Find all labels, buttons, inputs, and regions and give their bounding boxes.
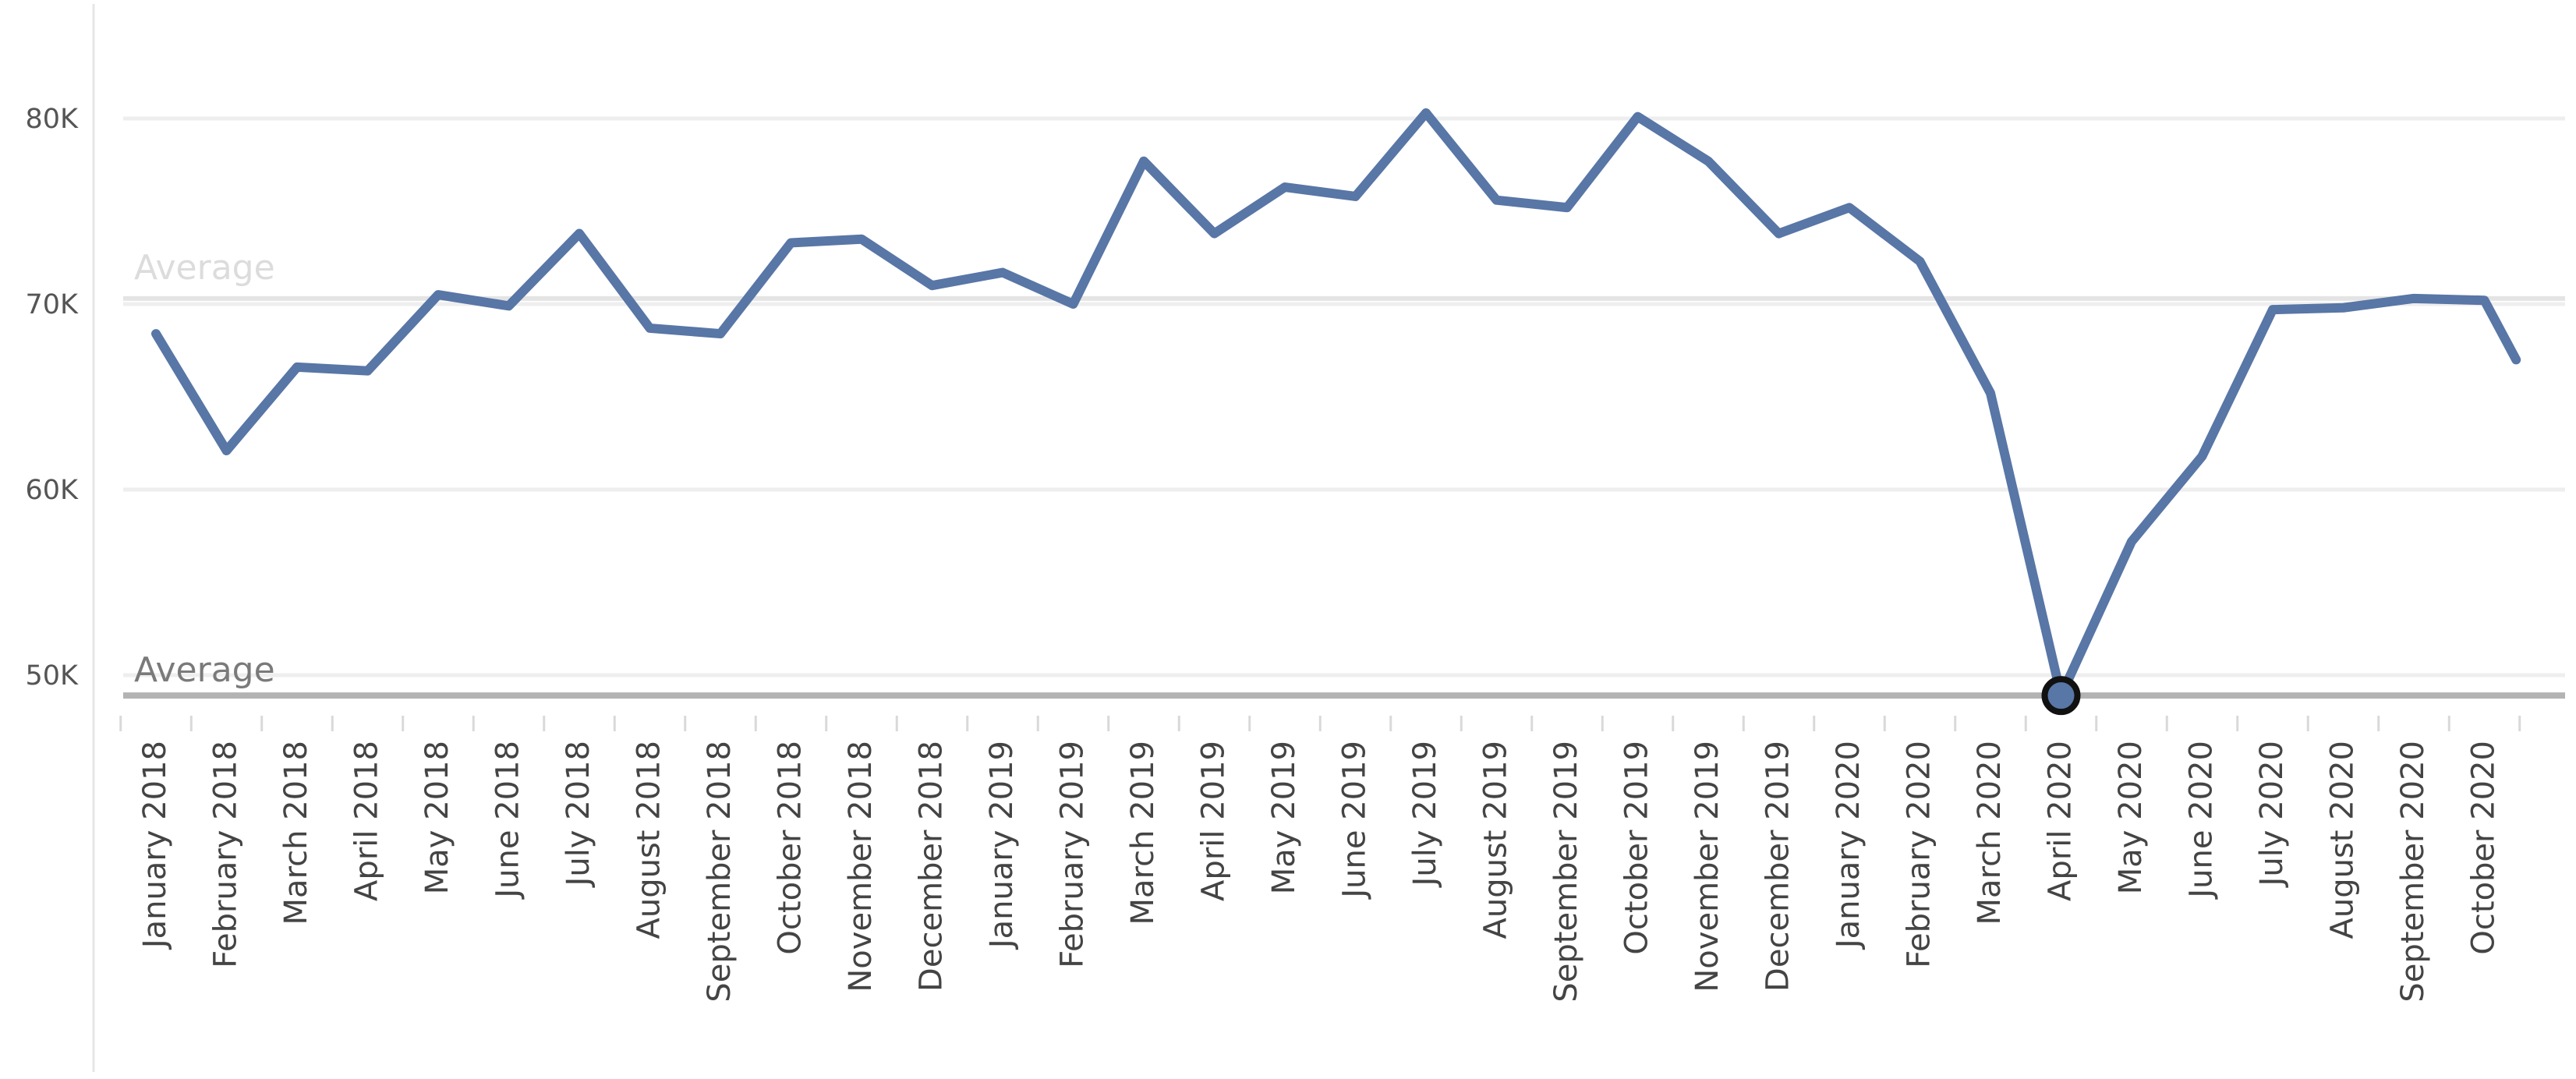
x-tick-label: January 2018 [137, 741, 173, 950]
x-tick-label: August 2019 [1478, 741, 1514, 939]
reference-line-label: Average [134, 248, 275, 288]
x-tick-label: February 2020 [1902, 741, 1937, 968]
y-tick-label: 70K [26, 289, 80, 320]
x-tick-label: October 2018 [773, 741, 809, 955]
y-tick-label: 80K [26, 104, 80, 135]
x-tick-label: June 2020 [2184, 741, 2220, 900]
x-tick-label: May 2018 [419, 741, 455, 894]
x-tick-label: August 2018 [632, 741, 667, 939]
x-tick-label: October 2019 [1619, 741, 1655, 955]
x-tick-label: November 2019 [1690, 741, 1725, 992]
x-tick-label: April 2019 [1196, 741, 1232, 901]
x-tick-label: March 2020 [1972, 741, 2008, 925]
x-tick-label: August 2020 [2325, 741, 2361, 939]
x-tick-label: May 2020 [2113, 741, 2149, 894]
y-tick-label: 60K [26, 475, 80, 506]
x-tick-label: September 2019 [1548, 741, 1584, 1003]
x-tick-label: April 2020 [2043, 741, 2079, 901]
x-tick-label: December 2018 [914, 741, 950, 992]
x-tick-label: March 2019 [1125, 741, 1161, 925]
x-tick-label: January 2019 [984, 741, 1020, 950]
y-tick-label: 50K [26, 660, 80, 692]
highlighted-point[interactable] [2041, 676, 2081, 716]
x-tick-label: April 2018 [349, 741, 385, 901]
x-tick-label: January 2020 [1831, 741, 1867, 950]
x-tick-label: March 2018 [278, 741, 314, 925]
series-line [151, 108, 2521, 701]
x-tick-label: June 2018 [490, 741, 526, 900]
x-tick-label: February 2018 [208, 741, 244, 968]
x-tick-label: December 2019 [1760, 741, 1796, 992]
x-tick-label: July 2019 [1407, 741, 1443, 888]
x-tick-label: May 2019 [1266, 741, 1302, 894]
x-tick-label: September 2018 [702, 741, 738, 1003]
x-tick-label: November 2018 [843, 741, 879, 992]
x-tick-label: October 2020 [2466, 741, 2502, 955]
x-tick-label: February 2019 [1055, 741, 1091, 968]
x-tick-label: September 2020 [2395, 741, 2431, 1003]
x-tick-label: July 2018 [561, 741, 596, 888]
reference-line-label: Average [134, 650, 275, 690]
x-tick-label: June 2019 [1337, 741, 1373, 900]
x-tick-label: July 2020 [2254, 741, 2290, 888]
